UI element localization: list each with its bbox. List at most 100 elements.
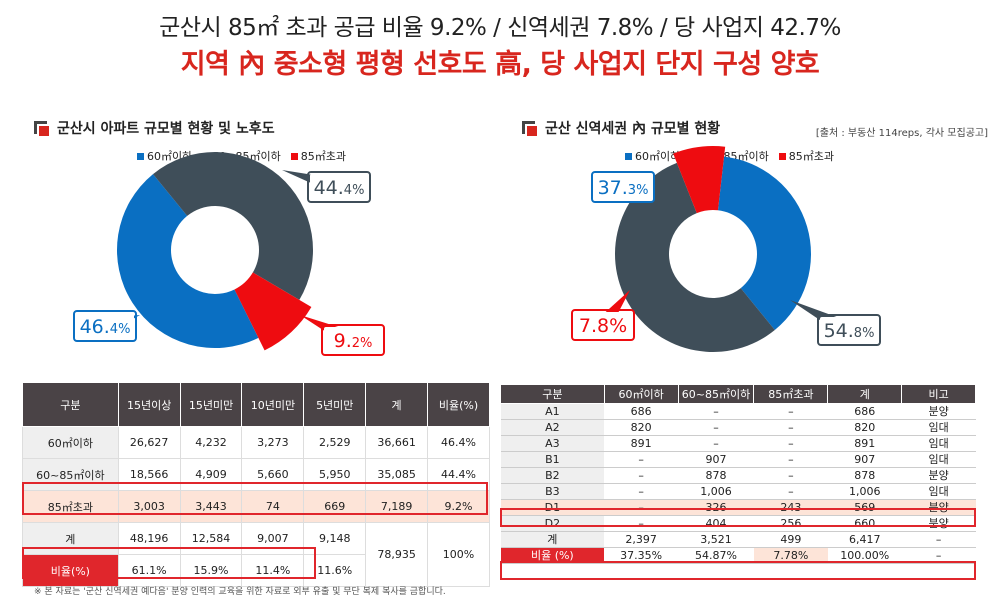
table-cell: 임대 (901, 451, 976, 468)
legend-item: 60㎡이하 (625, 148, 680, 164)
table-cell: 9,007 (241, 522, 305, 555)
table-cell: 26,627 (117, 426, 181, 459)
table-cell: 37.35% (604, 547, 679, 564)
data-label-small: 4% (110, 322, 131, 337)
table-cell: 660 (827, 515, 902, 532)
table-cell: 820 (604, 419, 679, 436)
table-header: 15년미만 (179, 382, 243, 427)
data-label: 46.4% (80, 316, 131, 338)
data-label-callout: 54.8% (790, 300, 881, 346)
table-row: 60~85㎡이하 18,566 4,909 5,660 5,950 35,085… (22, 458, 490, 491)
data-label: 9.2% (334, 330, 373, 352)
data-label-main: 46. (80, 316, 110, 338)
table-cell: 100.00% (827, 547, 902, 564)
row-header: B1 (500, 451, 605, 468)
data-label: 7.8% (579, 315, 627, 337)
table-cell: 3,003 (117, 490, 181, 523)
table-cell: 74 (241, 490, 305, 523)
table-header: 비고 (901, 384, 976, 404)
table-cell: 891 (827, 435, 902, 452)
table-cell: 878 (827, 467, 902, 484)
table-cell: 243 (753, 499, 828, 516)
row-header: B3 (500, 483, 605, 500)
table-cell: – (753, 435, 828, 452)
table-cell: – (901, 547, 976, 564)
legend-item: 85㎡초과 (290, 148, 346, 164)
table-header: 구분 (500, 384, 605, 404)
table-cell: 3,443 (179, 490, 243, 523)
table-cell: 분양 (901, 403, 976, 420)
table-cell: 907 (827, 451, 902, 468)
legend-swatch-blue (137, 152, 144, 160)
data-label: 44.4% (314, 177, 365, 199)
right-section-title: 군산 신역세권 內 규모별 현황 (522, 118, 720, 138)
headline: 군산시 85㎡ 초과 공급 비율 9.2% / 신역세권 7.8% / 당 사업… (159, 15, 841, 41)
table-cell: 분양 (901, 515, 976, 532)
table-total-row: 계 48,196 12,584 9,007 9,148 78,935 100% (22, 522, 490, 587)
table-cell: – (604, 515, 679, 532)
table-header-row: 구분 15년이상 15년미만 10년미만 5년미만 계 비율(%) (22, 382, 490, 427)
data-label: 37.3% (598, 177, 649, 199)
data-label-callout: 46.4% (73, 310, 140, 342)
table-row: D1–326 243 569 분양 (500, 499, 976, 516)
right-donut-chart: 37.3% 54.8% 7.8% (571, 146, 881, 353)
table-cell: 4,232 (179, 426, 243, 459)
table-cell: 44.4% (427, 458, 490, 491)
table-cell: – (753, 483, 828, 500)
row-header: 비율 (%) (500, 547, 605, 564)
table-row: A1 686– –686 분양 (500, 403, 976, 420)
data-label: 54.8% (824, 320, 875, 342)
left-chart-title: 군산시 아파트 규모별 현황 및 노후도 (57, 121, 275, 137)
left-section-title: 군산시 아파트 규모별 현황 및 노후도 (34, 118, 275, 138)
data-label-callout: 7.8% (571, 290, 635, 341)
data-label-callout: 44.4% (282, 170, 371, 203)
table-cell: 686 (827, 403, 902, 420)
data-label-main: 54. (824, 320, 854, 342)
table-cell: 6,417 (827, 531, 902, 548)
table-cell: 분양 (901, 467, 976, 484)
table-row-highlight: 85㎡초과 3,003 3,443 74 669 7,189 9.2% (22, 490, 490, 523)
row-header: B2 (500, 467, 605, 484)
disclaimer-note: ※ 본 자료는 '군산 신역세권 예다음' 분양 인력의 교육을 위한 자료로 … (34, 587, 446, 597)
subline: 지역 內 중소형 평형 선호도 高, 당 사업지 단지 구성 양호 (180, 49, 820, 80)
legend-swatch-red (778, 152, 786, 160)
table-cell: 임대 (901, 435, 976, 452)
data-label-main: 9. (334, 330, 352, 352)
table-row: B3–1,006–1,006 임대 (500, 483, 976, 500)
legend-swatch-blue (625, 152, 632, 160)
table-cell: 임대 (901, 483, 976, 500)
table-cell: 5,950 (303, 458, 367, 491)
row-header: D2 (500, 515, 605, 532)
row-header-ratio: 비율(%) (22, 554, 119, 587)
table-header: 계 (365, 382, 429, 427)
table-header: 구분 (22, 382, 119, 427)
table-row: B1–907–907 임대 (500, 451, 976, 468)
table-cell: – (753, 403, 828, 420)
data-label-main: 37. (598, 177, 628, 199)
table-cell: – (753, 451, 828, 468)
table-cell: 18,566 (117, 458, 181, 491)
legend-label: 60㎡이하 (635, 150, 681, 163)
row-header: A2 (500, 419, 605, 436)
row-header: 60~85㎡이하 (22, 458, 119, 491)
table-row: A2 820– –820 임대 (500, 419, 976, 436)
table-header: 계 (827, 384, 903, 404)
table-cell: 878 (678, 467, 754, 484)
donut-slice-1 (117, 174, 259, 348)
table-cell: 7.78% (753, 547, 828, 564)
table-cell: 9,148 (303, 522, 367, 555)
table-cell: 11.6% (303, 554, 367, 587)
table-cell: 669 (303, 490, 367, 523)
table-cell: 11.4% (241, 554, 305, 587)
table-cell: 5,660 (241, 458, 305, 491)
data-label-small: 4% (344, 183, 365, 198)
table-header: 5년미만 (303, 382, 367, 427)
table-cell: – (753, 467, 828, 484)
table-row: D2–404 256 660 분양 (500, 515, 976, 532)
table-row: B2–878–878 분양 (500, 467, 976, 484)
table-header: 85㎡초과 (753, 384, 829, 404)
table-row: 60㎡이하 26,627 4,232 3,273 2,529 36,661 46… (22, 426, 490, 459)
table-cell: 2,397 (604, 531, 679, 548)
table-row: 계 2,397 3,521 499 6,417– (500, 531, 976, 548)
table-cell: 686 (604, 403, 679, 420)
